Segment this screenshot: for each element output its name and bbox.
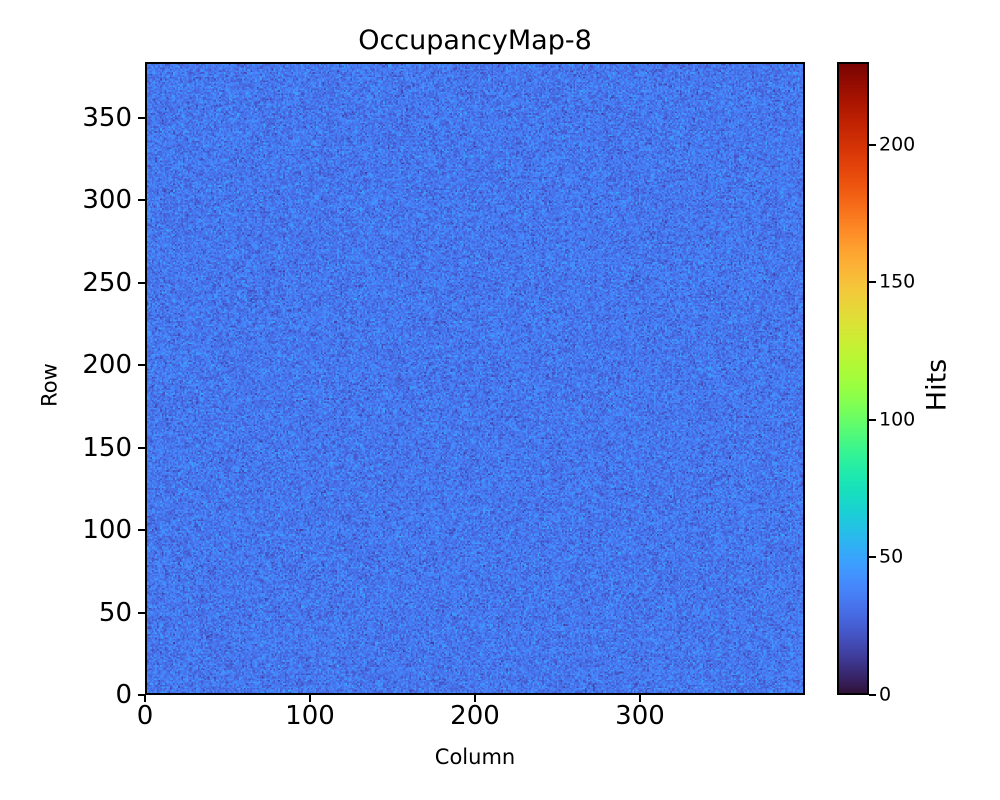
occupancy-heatmap-image <box>147 64 803 693</box>
y-axis-tick-mark <box>138 611 145 614</box>
y-axis-tick-mark <box>138 281 145 284</box>
y-axis-tick-label: 100 <box>82 515 132 546</box>
y-axis-tick-mark <box>138 117 145 120</box>
page-title: OccupancyMap-8 <box>358 25 592 56</box>
y-axis-tick-mark <box>138 199 145 202</box>
colorbar-tick-label: 0 <box>879 683 892 706</box>
colorbar-tick-mark <box>869 281 876 284</box>
colorbar-tick-mark <box>869 143 876 146</box>
colorbar-tick-mark <box>869 418 876 421</box>
heatmap-axes[interactable] <box>145 62 805 695</box>
y-axis-tick-label: 300 <box>82 185 132 216</box>
y-axis-tick-mark <box>138 364 145 367</box>
y-axis-label: Row <box>37 363 62 407</box>
y-axis-tick-label: 250 <box>82 267 132 298</box>
x-axis-tick-mark <box>144 695 146 702</box>
y-axis-tick-label: 200 <box>82 350 132 381</box>
x-axis-tick-mark <box>474 695 476 702</box>
colorbar-tick-mark <box>869 694 876 696</box>
y-axis-tick-label: 350 <box>82 103 132 134</box>
y-axis-tick-mark <box>138 446 145 449</box>
x-axis-tick-label: 100 <box>285 701 335 731</box>
colorbar-gradient-image <box>839 64 867 693</box>
colorbar[interactable] <box>837 62 869 695</box>
colorbar-tick-mark <box>869 556 876 559</box>
colorbar-tick-label: 200 <box>879 133 916 156</box>
x-axis-tick-label: 200 <box>450 701 500 731</box>
y-axis-tick-label: 150 <box>82 432 132 463</box>
colorbar-tick-label: 100 <box>879 408 916 431</box>
x-axis-label: Column <box>434 745 516 769</box>
x-axis-tick-mark <box>309 695 311 702</box>
x-axis-tick-label: 300 <box>615 701 665 731</box>
y-axis-tick-mark <box>138 529 145 532</box>
colorbar-tick-label: 50 <box>879 545 904 568</box>
colorbar-label: Hits <box>921 358 953 412</box>
y-axis-tick-label: 50 <box>98 597 132 628</box>
x-axis-tick-label: 0 <box>136 701 154 731</box>
colorbar-tick-label: 150 <box>879 270 916 293</box>
y-axis-tick-label: 0 <box>115 680 132 710</box>
y-axis-tick-mark <box>138 694 145 696</box>
x-axis-tick-mark <box>639 695 641 702</box>
